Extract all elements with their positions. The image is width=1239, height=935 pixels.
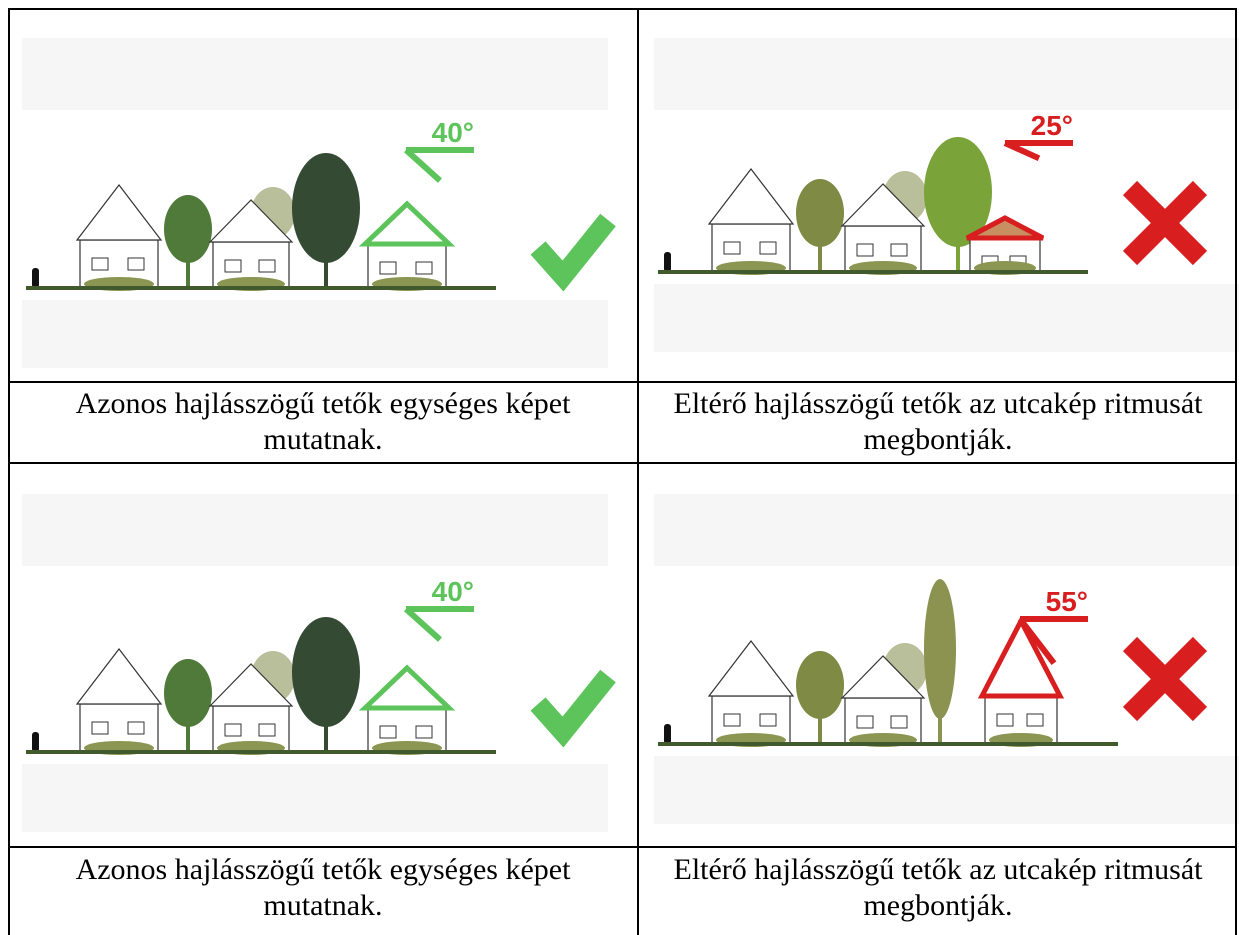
caption: Azonos hajlásszögű tetők egységes képet …	[23, 852, 623, 924]
sky-band	[22, 494, 608, 566]
tree	[292, 617, 360, 727]
check-mark	[538, 220, 608, 276]
house-roof	[365, 204, 449, 244]
tree	[164, 659, 212, 727]
tree	[164, 195, 212, 263]
house-roof	[709, 169, 793, 224]
border	[8, 8, 10, 935]
house-roof	[77, 649, 161, 704]
sky-band	[654, 494, 1239, 566]
angle-label: 40°	[432, 117, 474, 148]
post	[664, 252, 671, 272]
border	[637, 8, 639, 935]
check-mark	[538, 676, 608, 732]
caption: Azonos hajlásszögű tetők egységes képet …	[23, 386, 623, 458]
illustration: 25°	[654, 38, 1239, 352]
illustration: 40°	[22, 38, 608, 368]
tree	[796, 179, 844, 247]
border	[8, 8, 1237, 10]
angle-line	[406, 150, 440, 181]
ground-band	[22, 764, 608, 832]
house-roof	[365, 668, 449, 708]
angle-label: 40°	[432, 576, 474, 607]
border	[1235, 8, 1237, 935]
page: 40° 25° 40° 55° Azonos hajlásszögű tetők eg…	[0, 0, 1239, 935]
tree	[924, 579, 956, 719]
sky-band	[654, 38, 1239, 110]
post	[32, 732, 39, 752]
illustration: 55°	[654, 494, 1239, 824]
angle-line	[406, 609, 440, 640]
illustrations: 40° 25° 40° 55°	[0, 0, 1239, 935]
illustration: 40°	[22, 494, 608, 832]
angle-label: 55°	[1046, 586, 1088, 617]
sky-band	[22, 38, 608, 110]
border	[8, 381, 1237, 383]
house-roof	[709, 641, 793, 696]
ground-band	[22, 300, 608, 368]
border	[8, 846, 1237, 848]
caption: Eltérő hajlásszögű tetők az utcakép ritm…	[638, 852, 1238, 924]
post	[664, 724, 671, 744]
ground-band	[654, 756, 1239, 824]
tree	[796, 651, 844, 719]
caption: Eltérő hajlásszögű tetők az utcakép ritm…	[638, 386, 1238, 458]
angle-label: 25°	[1031, 110, 1073, 141]
ground-band	[654, 284, 1239, 352]
post	[32, 268, 39, 288]
tree	[292, 153, 360, 263]
house-roof	[77, 185, 161, 240]
border	[8, 462, 1237, 464]
